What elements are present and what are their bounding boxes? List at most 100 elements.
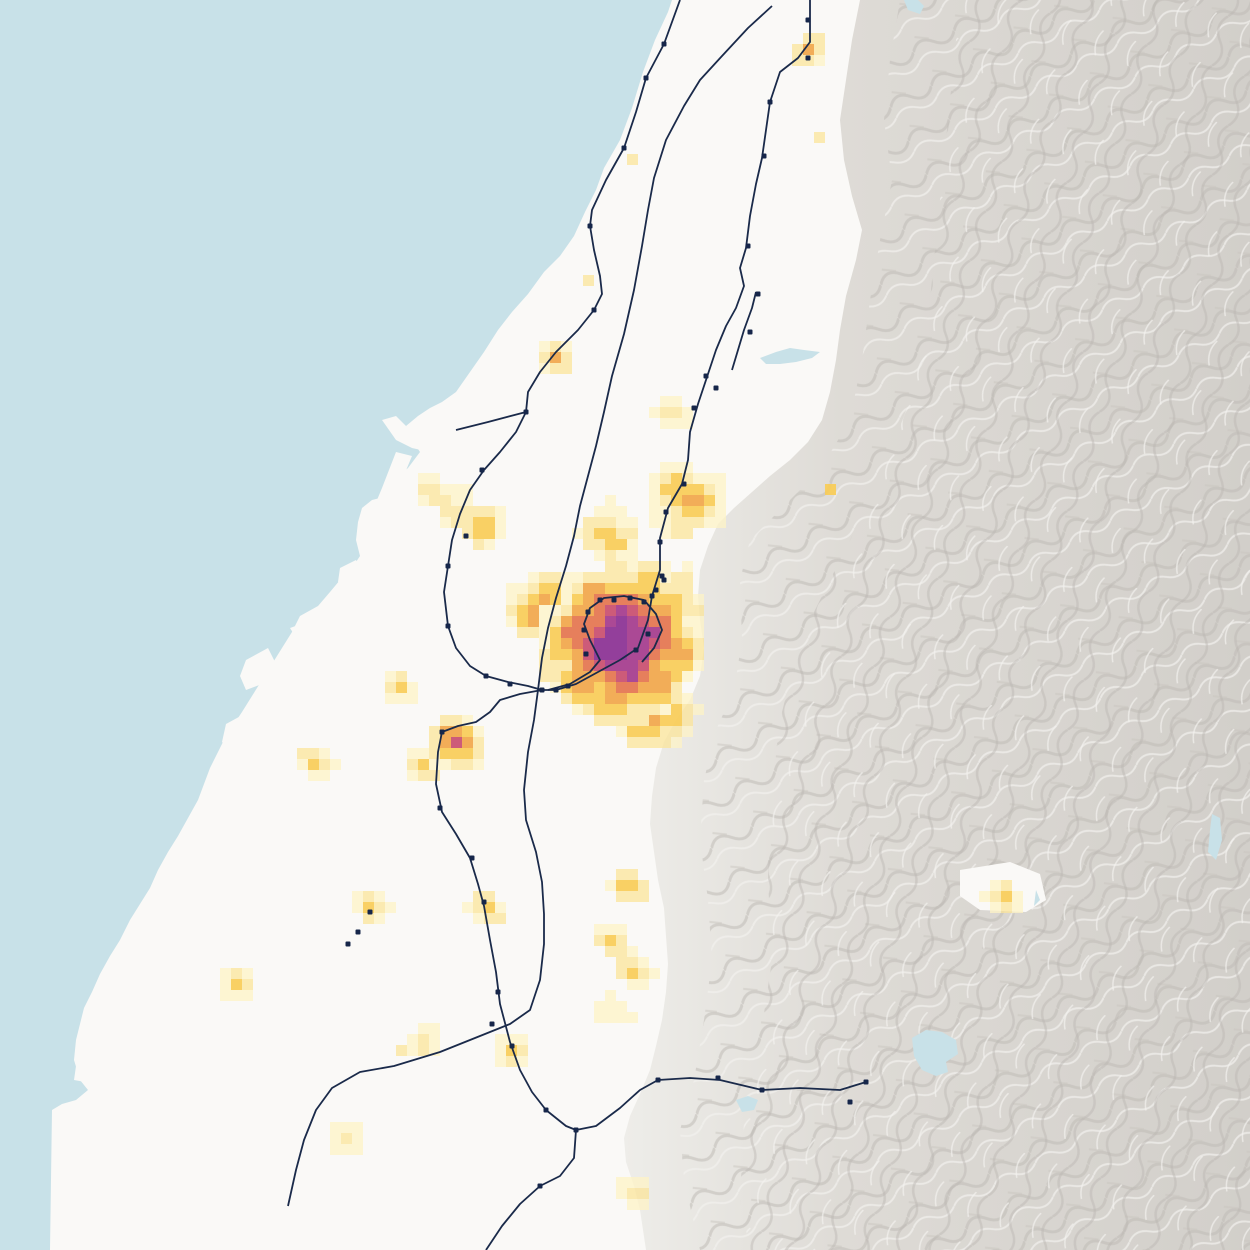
station-marker[interactable] [713,385,719,391]
density-cell [693,506,704,517]
station-marker[interactable] [489,1021,495,1027]
density-cell [352,902,363,913]
station-marker[interactable] [653,587,659,593]
density-cell [561,352,572,363]
station-marker[interactable] [663,509,669,515]
station-marker[interactable] [691,405,697,411]
density-cell [572,704,583,715]
density-cell [484,902,495,913]
density-cell [583,517,594,528]
station-marker[interactable] [755,291,761,297]
station-marker[interactable] [659,573,665,579]
density-cell [451,715,462,726]
density-cell [660,627,671,638]
station-marker[interactable] [767,99,773,105]
density-cell [627,693,638,704]
density-cell [638,616,649,627]
density-cell [451,495,462,506]
station-marker[interactable] [681,481,687,487]
density-cell [605,583,616,594]
station-marker[interactable] [565,683,571,689]
station-marker[interactable] [633,647,639,653]
density-cell [693,638,704,649]
density-cell [682,418,693,429]
density-cell [473,748,484,759]
station-marker[interactable] [645,631,651,637]
density-cell [605,594,616,605]
station-marker[interactable] [523,409,529,415]
station-marker[interactable] [553,687,559,693]
station-marker[interactable] [597,597,603,603]
station-marker[interactable] [621,145,627,151]
station-marker[interactable] [611,597,617,603]
station-marker[interactable] [585,609,591,615]
station-marker[interactable] [445,623,451,629]
station-marker[interactable] [863,1079,869,1085]
station-marker[interactable] [715,1075,721,1081]
station-marker[interactable] [655,1077,661,1083]
station-marker[interactable] [703,373,709,379]
station-marker[interactable] [657,539,663,545]
density-cell [506,594,517,605]
station-marker[interactable] [661,577,667,583]
station-marker[interactable] [437,805,443,811]
station-marker[interactable] [543,1107,549,1113]
station-marker[interactable] [507,681,513,687]
density-cell [627,1012,638,1023]
station-marker[interactable] [509,1043,515,1049]
station-marker[interactable] [587,223,593,229]
station-marker[interactable] [367,909,373,915]
station-marker[interactable] [643,75,649,81]
density-cell [583,693,594,704]
density-cell [990,880,1001,891]
station-marker[interactable] [649,593,655,599]
density-cell [649,660,660,671]
station-marker[interactable] [805,55,811,61]
station-marker[interactable] [495,989,501,995]
density-cell [605,495,616,506]
station-marker[interactable] [759,1087,765,1093]
density-cell [616,715,627,726]
density-cell [616,671,627,682]
station-marker[interactable] [463,533,469,539]
station-marker[interactable] [469,855,475,861]
station-marker[interactable] [345,941,351,947]
station-marker[interactable] [591,307,597,313]
station-marker[interactable] [537,1183,543,1189]
station-marker[interactable] [481,899,487,905]
density-cell [671,715,682,726]
station-marker[interactable] [747,329,753,335]
density-cell [682,605,693,616]
station-marker[interactable] [479,467,485,473]
coastal-spit [74,1066,220,1092]
station-marker[interactable] [641,599,647,605]
density-cell [715,473,726,484]
density-cell [693,517,704,528]
station-marker[interactable] [805,17,811,23]
density-cell [605,1012,616,1023]
station-marker[interactable] [445,563,451,569]
station-marker[interactable] [439,729,445,735]
station-marker[interactable] [583,651,589,657]
density-cell [594,616,605,627]
station-marker[interactable] [355,929,361,935]
station-marker[interactable] [847,1099,853,1105]
station-marker[interactable] [573,1127,579,1133]
density-cell [715,506,726,517]
density-cell [605,715,616,726]
station-marker[interactable] [581,627,587,633]
station-marker[interactable] [627,595,633,601]
station-marker[interactable] [745,243,751,249]
density-cell [814,33,825,44]
station-marker[interactable] [761,153,767,159]
density-cell [407,693,418,704]
density-cell [693,616,704,627]
station-marker[interactable] [539,687,545,693]
density-cell [660,682,671,693]
density-cell [671,726,682,737]
station-marker[interactable] [483,673,489,679]
density-cell [638,957,649,968]
density-cell [341,1122,352,1133]
station-marker[interactable] [661,41,667,47]
